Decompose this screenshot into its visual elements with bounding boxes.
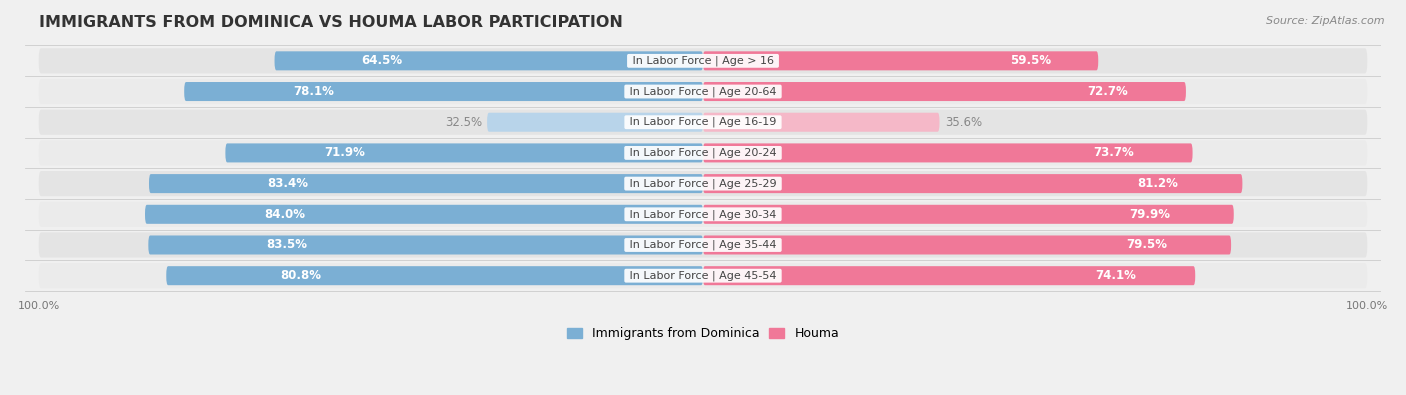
- FancyBboxPatch shape: [39, 202, 1367, 227]
- Text: In Labor Force | Age > 16: In Labor Force | Age > 16: [628, 56, 778, 66]
- FancyBboxPatch shape: [184, 82, 703, 101]
- FancyBboxPatch shape: [274, 51, 703, 70]
- FancyBboxPatch shape: [486, 113, 703, 132]
- Text: 79.5%: 79.5%: [1126, 239, 1168, 252]
- FancyBboxPatch shape: [703, 174, 1243, 193]
- FancyBboxPatch shape: [145, 205, 703, 224]
- Text: 78.1%: 78.1%: [294, 85, 335, 98]
- Text: In Labor Force | Age 20-64: In Labor Force | Age 20-64: [626, 86, 780, 97]
- FancyBboxPatch shape: [703, 82, 1185, 101]
- Text: 83.4%: 83.4%: [267, 177, 308, 190]
- Text: 83.5%: 83.5%: [267, 239, 308, 252]
- Text: In Labor Force | Age 30-34: In Labor Force | Age 30-34: [626, 209, 780, 220]
- FancyBboxPatch shape: [39, 110, 1367, 135]
- Text: 59.5%: 59.5%: [1010, 55, 1050, 67]
- Text: 80.8%: 80.8%: [280, 269, 321, 282]
- Legend: Immigrants from Dominica, Houma: Immigrants from Dominica, Houma: [562, 322, 844, 346]
- Text: 64.5%: 64.5%: [361, 55, 402, 67]
- FancyBboxPatch shape: [703, 143, 1192, 162]
- Text: In Labor Force | Age 45-54: In Labor Force | Age 45-54: [626, 271, 780, 281]
- FancyBboxPatch shape: [703, 266, 1195, 285]
- Text: IMMIGRANTS FROM DOMINICA VS HOUMA LABOR PARTICIPATION: IMMIGRANTS FROM DOMINICA VS HOUMA LABOR …: [39, 15, 623, 30]
- Text: 72.7%: 72.7%: [1087, 85, 1128, 98]
- FancyBboxPatch shape: [39, 79, 1367, 104]
- FancyBboxPatch shape: [703, 113, 939, 132]
- Text: 35.6%: 35.6%: [945, 116, 981, 129]
- Text: In Labor Force | Age 25-29: In Labor Force | Age 25-29: [626, 179, 780, 189]
- Text: 81.2%: 81.2%: [1137, 177, 1178, 190]
- FancyBboxPatch shape: [39, 140, 1367, 166]
- FancyBboxPatch shape: [39, 263, 1367, 288]
- FancyBboxPatch shape: [225, 143, 703, 162]
- Text: 84.0%: 84.0%: [264, 208, 305, 221]
- Text: 32.5%: 32.5%: [444, 116, 482, 129]
- Text: In Labor Force | Age 20-24: In Labor Force | Age 20-24: [626, 148, 780, 158]
- FancyBboxPatch shape: [39, 232, 1367, 258]
- FancyBboxPatch shape: [149, 174, 703, 193]
- Text: In Labor Force | Age 35-44: In Labor Force | Age 35-44: [626, 240, 780, 250]
- Text: 73.7%: 73.7%: [1092, 147, 1133, 160]
- FancyBboxPatch shape: [39, 171, 1367, 196]
- FancyBboxPatch shape: [166, 266, 703, 285]
- FancyBboxPatch shape: [148, 235, 703, 254]
- FancyBboxPatch shape: [703, 235, 1232, 254]
- FancyBboxPatch shape: [703, 205, 1233, 224]
- Text: Source: ZipAtlas.com: Source: ZipAtlas.com: [1267, 16, 1385, 26]
- Text: 79.9%: 79.9%: [1129, 208, 1170, 221]
- Text: 74.1%: 74.1%: [1095, 269, 1136, 282]
- Text: 71.9%: 71.9%: [325, 147, 366, 160]
- Text: In Labor Force | Age 16-19: In Labor Force | Age 16-19: [626, 117, 780, 128]
- FancyBboxPatch shape: [703, 51, 1098, 70]
- FancyBboxPatch shape: [39, 48, 1367, 73]
